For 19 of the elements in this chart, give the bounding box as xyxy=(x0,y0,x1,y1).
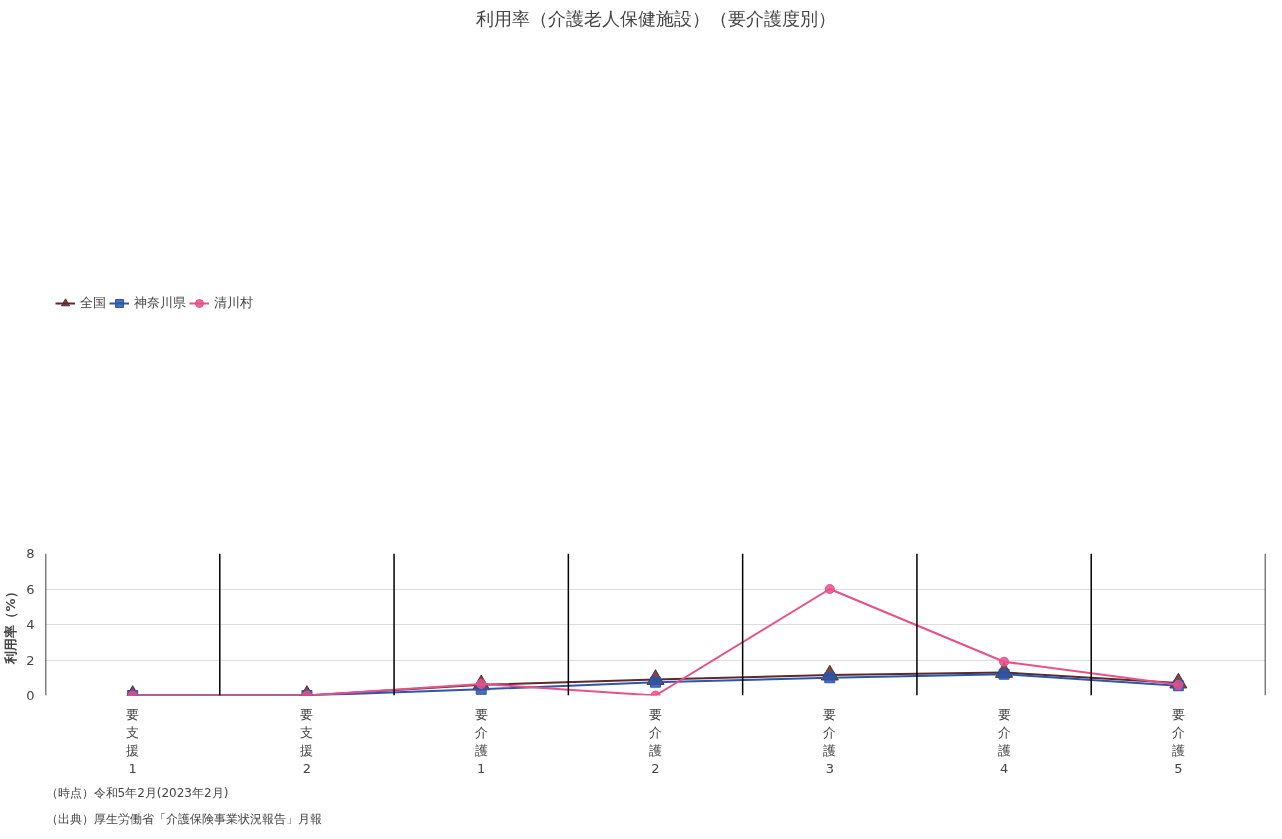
legend-label: 全国 xyxy=(80,294,106,312)
legend-label: 神奈川県 xyxy=(134,294,186,312)
x-tick-label: 要介護5 xyxy=(1171,706,1185,776)
x-tick-label: 要介護1 xyxy=(474,706,488,776)
text: （出典）厚生労働省「介護保険事業状況報告」月報 xyxy=(45,811,322,826)
y-tick-label: 2 xyxy=(26,652,35,668)
x-tick-label: 要支援1 xyxy=(126,706,140,776)
x-tick-label: 要介護4 xyxy=(997,706,1011,776)
chart-title: 利用率（介護老人保健施設）（要介護度別） xyxy=(475,7,836,29)
y-tick-label: 0 xyxy=(26,688,35,703)
x-tick-label: 要介護3 xyxy=(823,706,837,776)
x-tick-label: 要介護2 xyxy=(649,706,662,776)
y-tick-label: 4 xyxy=(26,617,35,632)
y-tick-label: 8 xyxy=(26,546,35,561)
y-axis-title: 利用率（%） xyxy=(3,585,19,665)
x-tick-label: 要支援2 xyxy=(300,706,314,776)
y-tick-label: 6 xyxy=(26,581,35,597)
legend-label: 清川村 xyxy=(214,294,253,312)
text: （時点）令和5年2月(2023年2月) xyxy=(45,785,229,800)
